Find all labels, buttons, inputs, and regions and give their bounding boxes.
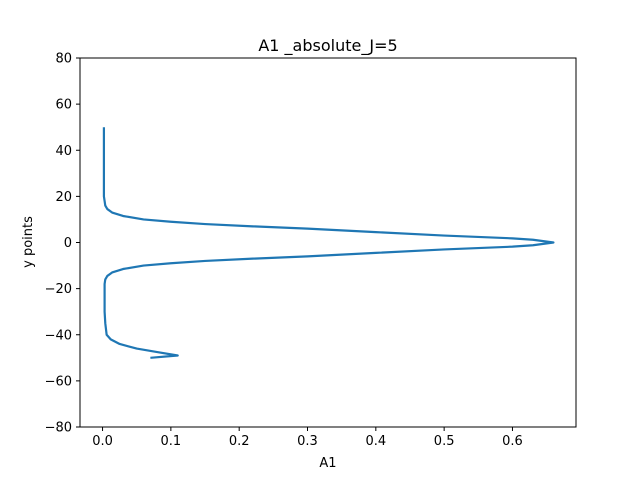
y-tick-label: 20 <box>55 190 72 205</box>
plot-frame <box>79 57 577 428</box>
y-tick-label: −20 <box>45 282 72 297</box>
series-layer <box>102 127 555 359</box>
y-tick-label: −60 <box>45 374 72 389</box>
y-tick-label: 60 <box>55 98 72 113</box>
chart-title: A1 _absolute_J=5 <box>258 36 397 56</box>
y-tick-label: −40 <box>45 328 72 343</box>
x-tick-label: 0.6 <box>502 434 523 449</box>
x-tick-label: 0.0 <box>92 434 113 449</box>
y-tick-label: 0 <box>64 236 72 251</box>
series-line <box>102 127 555 359</box>
x-tick-label: 0.2 <box>229 434 250 449</box>
x-tick-label: 0.4 <box>365 434 386 449</box>
x-tick-label: 0.3 <box>297 434 318 449</box>
y-axis-label: y points <box>21 216 36 268</box>
x-tick-label: 0.5 <box>434 434 455 449</box>
y-tick-label: −80 <box>45 421 72 436</box>
y-tick-label: 80 <box>55 52 72 67</box>
ticks: 0.0 0.1 0.2 0.3 0.4 0.5 0.6 −80 −60 −40 −20 0 20 40 60… <box>45 52 523 450</box>
y-tick-label: 40 <box>55 144 72 159</box>
x-axis-label: A1 <box>319 456 336 471</box>
x-tick-label: 0.1 <box>161 434 182 449</box>
